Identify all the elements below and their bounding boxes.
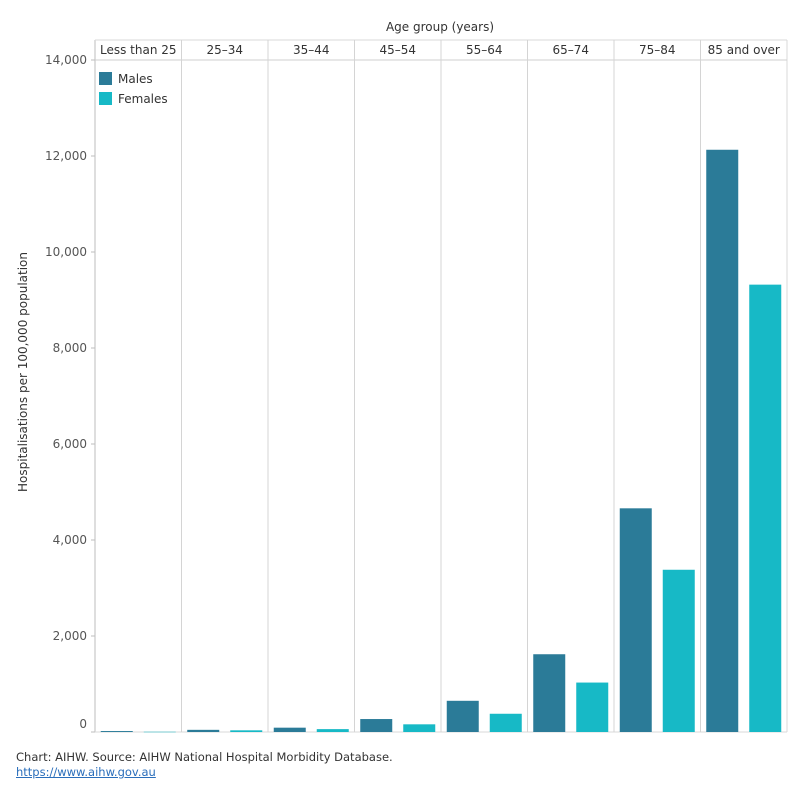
category-label: 75–84 [639, 43, 676, 57]
category-label: 85 and over [708, 43, 780, 57]
y-axis-title: Hospitalisations per 100,000 population [16, 252, 30, 492]
bar-females [316, 729, 349, 732]
bars [100, 149, 782, 733]
y-tick-label: 6,000 [53, 437, 87, 451]
y-tick-label: 0 [79, 717, 87, 731]
legend-label-males: Males [118, 72, 153, 86]
legend: Males Females [99, 72, 168, 106]
bar-males [273, 727, 306, 732]
footer: Chart: AIHW. Source: AIHW National Hospi… [16, 750, 393, 780]
y-axis-ticks: 0 2,000 4,000 6,000 8,000 10,000 12,000 14,000 [45, 53, 95, 733]
legend-label-females: Females [118, 92, 168, 106]
y-tick-label: 2,000 [53, 629, 87, 643]
bar-females [576, 682, 609, 732]
bar-males [100, 731, 133, 732]
legend-swatch-females [99, 92, 112, 105]
y-tick-label: 4,000 [53, 533, 87, 547]
bar-males [446, 700, 479, 732]
bar-females [662, 569, 695, 732]
aihw-link[interactable]: https://www.aihw.gov.au [16, 765, 156, 779]
category-label: 25–34 [206, 43, 243, 57]
category-label: 65–74 [552, 43, 589, 57]
bar-males [360, 719, 393, 732]
bar-females [143, 731, 176, 733]
y-tick-label: 10,000 [45, 245, 87, 259]
y-tick-label: 8,000 [53, 341, 87, 355]
bar-females [489, 713, 522, 732]
category-labels: Less than 25 25–34 35–44 45–54 55–64 65–74 75–… [100, 43, 780, 57]
plot-frame [94, 39, 788, 733]
bar-males [706, 149, 739, 732]
category-label: 45–54 [379, 43, 416, 57]
category-label: 35–44 [293, 43, 330, 57]
bar-females [749, 284, 782, 732]
category-label: Less than 25 [100, 43, 177, 57]
bar-males [619, 508, 652, 732]
y-tick-label: 12,000 [45, 149, 87, 163]
top-axis-title: Age group (years) [386, 20, 494, 34]
category-label: 55–64 [466, 43, 503, 57]
bar-males [187, 729, 220, 732]
bar-females [403, 724, 436, 732]
y-tick-label: 14,000 [45, 53, 87, 67]
bar-females [230, 730, 263, 732]
legend-swatch-males [99, 72, 112, 85]
bar-males [533, 654, 566, 732]
source-note: Chart: AIHW. Source: AIHW National Hospi… [16, 750, 393, 764]
